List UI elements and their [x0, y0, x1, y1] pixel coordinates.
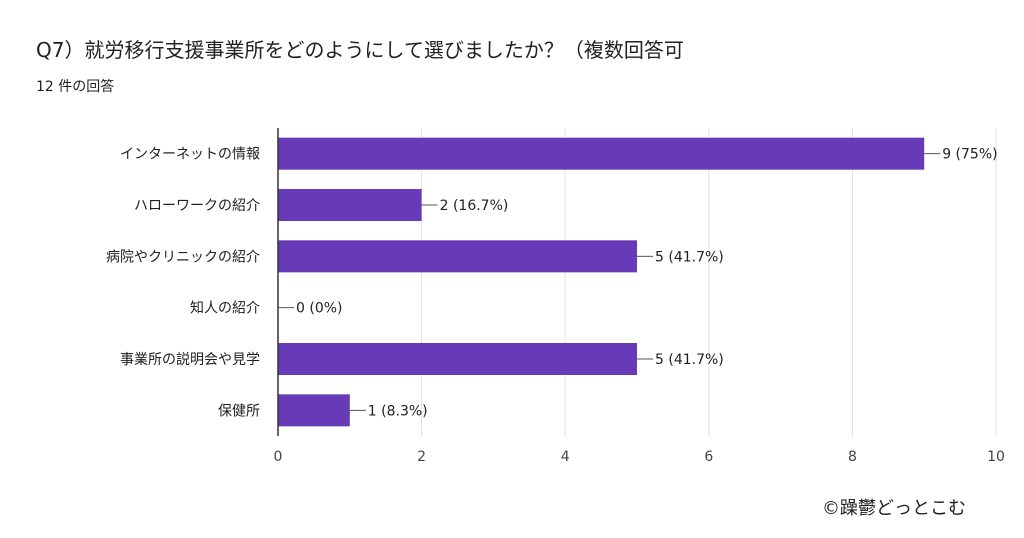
chart-title: Q7）就労移行支援事業所をどのようにして選びましたか？（複数回答可 — [36, 38, 684, 62]
response-count: 12 件の回答 — [36, 79, 115, 95]
x-tick-label: 8 — [848, 449, 857, 465]
copyright-credit: ©躁鬱どっとこむ — [822, 498, 966, 519]
x-tick-label: 2 — [417, 449, 426, 465]
data-label: 5 (41.7%) — [655, 352, 724, 368]
category-label: インターネットの情報 — [120, 147, 260, 163]
category-label: 知人の紹介 — [190, 300, 260, 317]
data-label: 5 (41.7%) — [655, 249, 724, 265]
bar — [278, 240, 637, 273]
category-label: 保健所 — [218, 403, 260, 419]
category-label: ハローワークの紹介 — [134, 198, 260, 214]
data-label: 9 (75%) — [942, 147, 997, 163]
x-tick-label: 10 — [987, 449, 1005, 465]
x-tick-label: 6 — [704, 449, 713, 465]
data-label: 1 (8.3%) — [368, 403, 428, 419]
x-tick-label: 0 — [274, 449, 283, 465]
bar — [278, 394, 350, 427]
x-tick-label: 4 — [561, 449, 570, 465]
data-label: 0 (0%) — [296, 301, 343, 317]
category-label: 事業所の説明会や見学 — [120, 352, 260, 368]
bar — [278, 343, 637, 375]
bar — [278, 137, 925, 170]
category-label: 病院やクリニックの紹介 — [106, 249, 260, 265]
data-label: 2 (16.7%) — [440, 198, 509, 214]
bar — [278, 189, 422, 221]
